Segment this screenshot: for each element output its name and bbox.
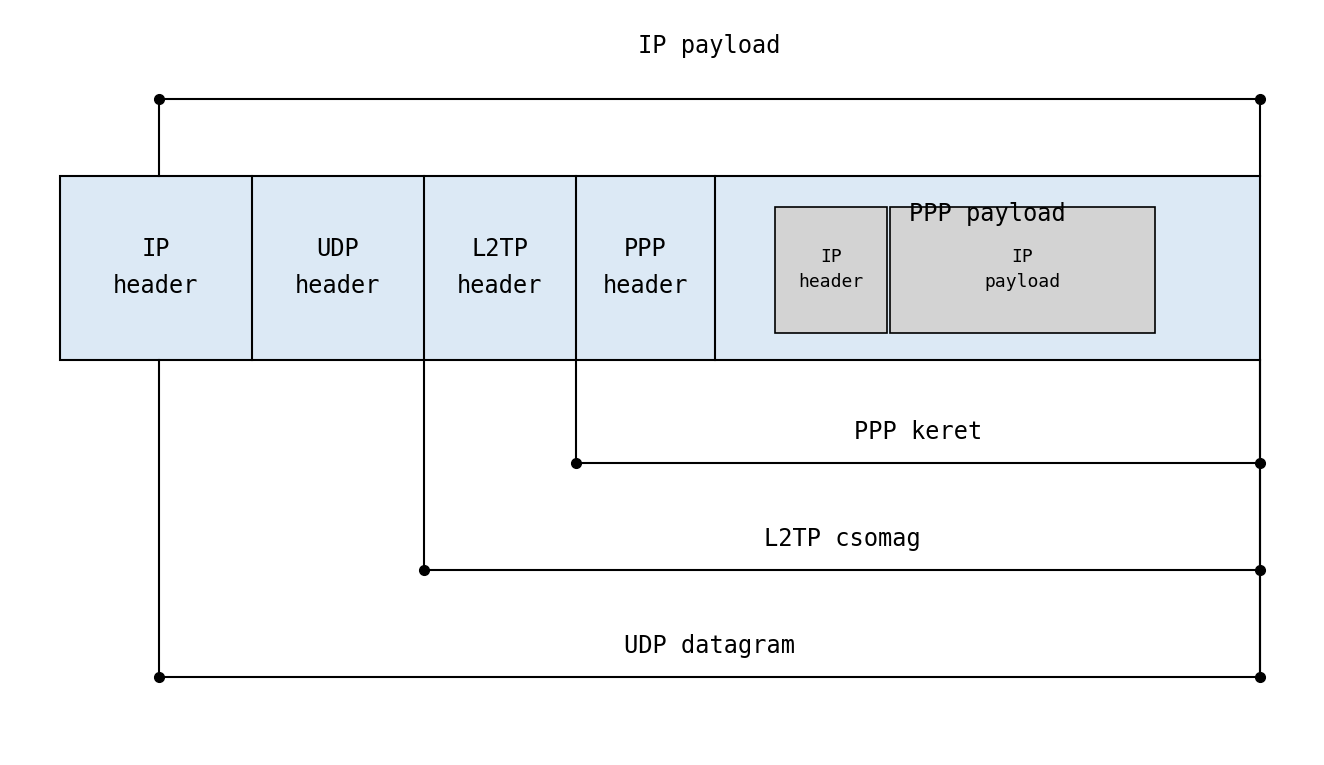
Bar [60,176,1260,360]
Text: IP payload: IP payload [638,34,781,58]
Text: IP
payload: IP payload [984,248,1061,291]
Text: UDP
header: UDP header [295,237,380,298]
Text: L2TP
header: L2TP header [457,237,543,298]
Text: PPP
header: PPP header [602,237,688,298]
Text: PPP payload: PPP payload [910,202,1066,226]
Bar [775,207,887,333]
Text: L2TP csomag: L2TP csomag [764,527,920,552]
Text: UDP datagram: UDP datagram [624,634,796,659]
Text: IP
header: IP header [113,237,199,298]
Text: PPP keret: PPP keret [854,420,982,444]
Bar [890,207,1155,333]
Text: IP
header: IP header [798,248,863,291]
